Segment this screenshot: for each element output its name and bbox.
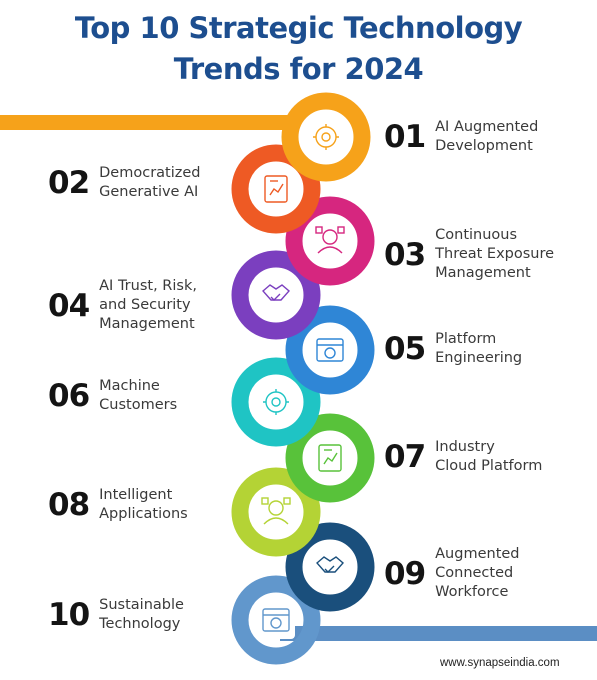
trend-item-10: 10 Sustainable Technology: [48, 596, 184, 634]
trend-item-06: 06 Machine Customers: [48, 377, 177, 415]
footer-url: www.synapseindia.com: [440, 657, 560, 669]
trend-label: Sustainable Technology: [99, 597, 184, 632]
trend-item-01: 01 AI Augmented Development: [384, 118, 538, 156]
ring-02: [231, 144, 321, 234]
trend-label: Democratized Generative AI: [99, 165, 201, 200]
ring-08: [231, 467, 321, 557]
trend-item-04: 04 AI Trust, Risk, and Security Managemen…: [48, 277, 197, 334]
trend-number: 09: [384, 555, 426, 592]
gear-code-icon: [307, 118, 345, 156]
trend-number: 05: [384, 331, 426, 367]
hand-globe-icon: [257, 601, 295, 639]
brain-circuit-icon: [257, 383, 295, 421]
trend-item-09: 09 Augmented Connected Workforce: [384, 545, 520, 602]
ring-03: [285, 196, 375, 286]
team-gears-icon: [311, 548, 349, 586]
ring-04: [231, 250, 321, 340]
trend-label: Augmented Connected Workforce: [435, 546, 520, 600]
trend-item-05: 05 Platform Engineering: [384, 330, 522, 368]
hacker-icon: [311, 222, 349, 260]
page-title-line-2: Trends for 2024: [173, 52, 424, 86]
ring-01: [281, 92, 371, 182]
trend-number: 04: [48, 287, 90, 324]
browser-gear-icon: [311, 331, 349, 369]
cloud-gear-icon: [311, 439, 349, 477]
trend-label: Machine Customers: [99, 378, 178, 413]
ribbon-path: [0, 92, 597, 665]
trend-number: 10: [48, 597, 90, 633]
ring-07: [285, 413, 375, 503]
handshake-shield-icon: [257, 276, 295, 314]
trend-number: 01: [384, 119, 426, 155]
ring-05: [285, 305, 375, 395]
ring-06: [231, 357, 321, 447]
trend-number: 08: [48, 487, 90, 523]
icon-badges: [257, 118, 349, 639]
trend-number: 06: [48, 378, 90, 414]
page-title-line-1: Top 10 Strategic Technology: [74, 11, 523, 45]
trend-label: AI Trust, Risk, and Security Management: [99, 278, 197, 332]
trend-label: AI Augmented Development: [435, 119, 539, 154]
trend-item-02: 02 Democratized Generative AI: [48, 164, 201, 202]
phone-chart-icon: [257, 493, 295, 531]
ring-09: [285, 522, 375, 612]
trend-item-07: 07 Industry Cloud Platform: [384, 438, 542, 476]
trend-number: 03: [384, 236, 426, 273]
trend-label: Platform Engineering: [435, 331, 523, 366]
trend-number: 07: [384, 439, 426, 475]
trend-label: Industry Cloud Platform: [435, 439, 543, 474]
ring-10: [231, 575, 321, 665]
document-chart-icon: [257, 170, 295, 208]
trend-number: 02: [48, 165, 90, 201]
lead-out-bar: [280, 626, 597, 641]
trend-label: Intelligent Applications: [99, 487, 188, 522]
lead-in-bar: [0, 115, 290, 130]
trend-item-08: 08 Intelligent Applications: [48, 486, 188, 524]
trend-item-03: 03 Continuous Threat Exposure Management: [384, 226, 554, 283]
trend-label: Continuous Threat Exposure Management: [435, 227, 555, 281]
